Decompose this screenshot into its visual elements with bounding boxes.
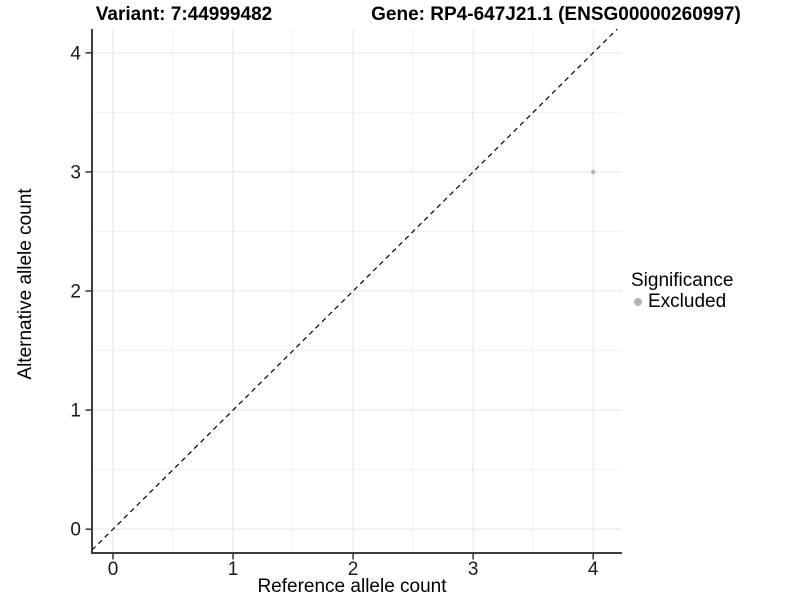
- y-axis-label: Alternative allele count: [15, 188, 36, 380]
- legend-item-excluded: Excluded: [631, 292, 733, 312]
- data-point: [590, 169, 596, 175]
- y-tick-label: 1: [70, 401, 81, 422]
- identity-line: [91, 28, 618, 551]
- legend-title: Significance: [631, 270, 734, 291]
- data-points: [590, 169, 596, 175]
- legend-item-label: Excluded: [648, 291, 727, 312]
- y-tick-labels: 0 1 2 3 4: [70, 43, 81, 540]
- x-axis-label: Reference allele count: [257, 576, 447, 597]
- y-tick-label: 3: [70, 162, 81, 183]
- x-tick-label: 4: [588, 559, 599, 580]
- axis-ticks: [85, 52, 594, 560]
- y-tick-label: 4: [70, 43, 81, 64]
- x-tick-label: 1: [228, 559, 239, 580]
- variant-title: Variant: 7:44999482: [95, 4, 273, 25]
- legend-point-icon: [634, 298, 642, 306]
- x-tick-label: 2: [348, 559, 359, 580]
- x-tick-label: 0: [108, 559, 119, 580]
- x-tick-label: 3: [468, 559, 479, 580]
- legend: Significance Excluded: [631, 270, 733, 312]
- x-tick-labels: 0 1 2 3 4: [108, 559, 599, 580]
- y-tick-label: 2: [70, 282, 81, 303]
- y-tick-label: 0: [70, 520, 81, 541]
- grid-major: [92, 29, 622, 553]
- gene-title: Gene: RP4-647J21.1 (ENSG00000260997): [371, 4, 741, 25]
